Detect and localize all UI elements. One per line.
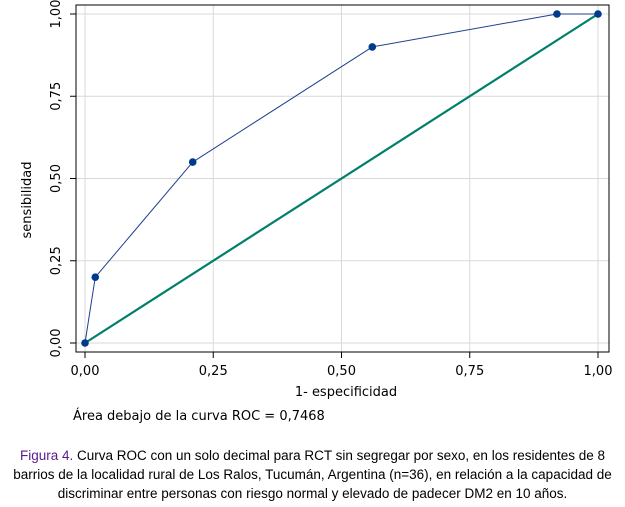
y-tick-label: 0,00 — [49, 329, 64, 358]
x-tick-label: 0,75 — [455, 364, 484, 379]
roc-point — [368, 43, 377, 51]
roc-point — [91, 273, 100, 282]
x-tick-label: 0,50 — [327, 364, 356, 379]
series-layer — [81, 10, 602, 347]
roc-chart: 0,00 0,25 0,50 0,75 1,00 0,00 0,25 0,50 0,75 1,0… — [20, 0, 613, 400]
y-tick-label: 0,75 — [49, 82, 64, 111]
y-axis-title: sensibilidad — [20, 162, 35, 239]
y-tick-label: 0,50 — [49, 164, 64, 193]
x-axis-title: 1- especificidad — [295, 385, 397, 400]
roc-point — [188, 158, 197, 166]
x-tick-label: 0,00 — [71, 364, 100, 379]
auc-note: Área debajo de la curva ROC = 0,7468 — [73, 409, 325, 424]
roc-point — [594, 10, 602, 18]
roc-point — [81, 339, 89, 347]
figure-label: Figura 4. — [19, 448, 74, 463]
roc-point — [553, 10, 561, 18]
y-tick-label: 0,25 — [49, 246, 64, 275]
x-axis: 0,00 0,25 0,50 0,75 1,00 — [71, 352, 613, 379]
figure-caption: Figura 4. Curva ROC con un solo decimal … — [4, 446, 621, 503]
roc-curve-line — [84, 13, 598, 344]
reference-diagonal-line — [84, 13, 599, 344]
grid-lines — [76, 5, 609, 352]
y-axis: 0,00 0,25 0,50 0,75 1,00 — [49, 0, 76, 357]
x-tick-label: 1,00 — [584, 364, 613, 379]
figure-caption-text: Curva ROC con un solo decimal para RCT s… — [13, 448, 612, 501]
y-tick-label: 1,00 — [49, 0, 64, 28]
x-tick-label: 0,25 — [199, 364, 228, 379]
